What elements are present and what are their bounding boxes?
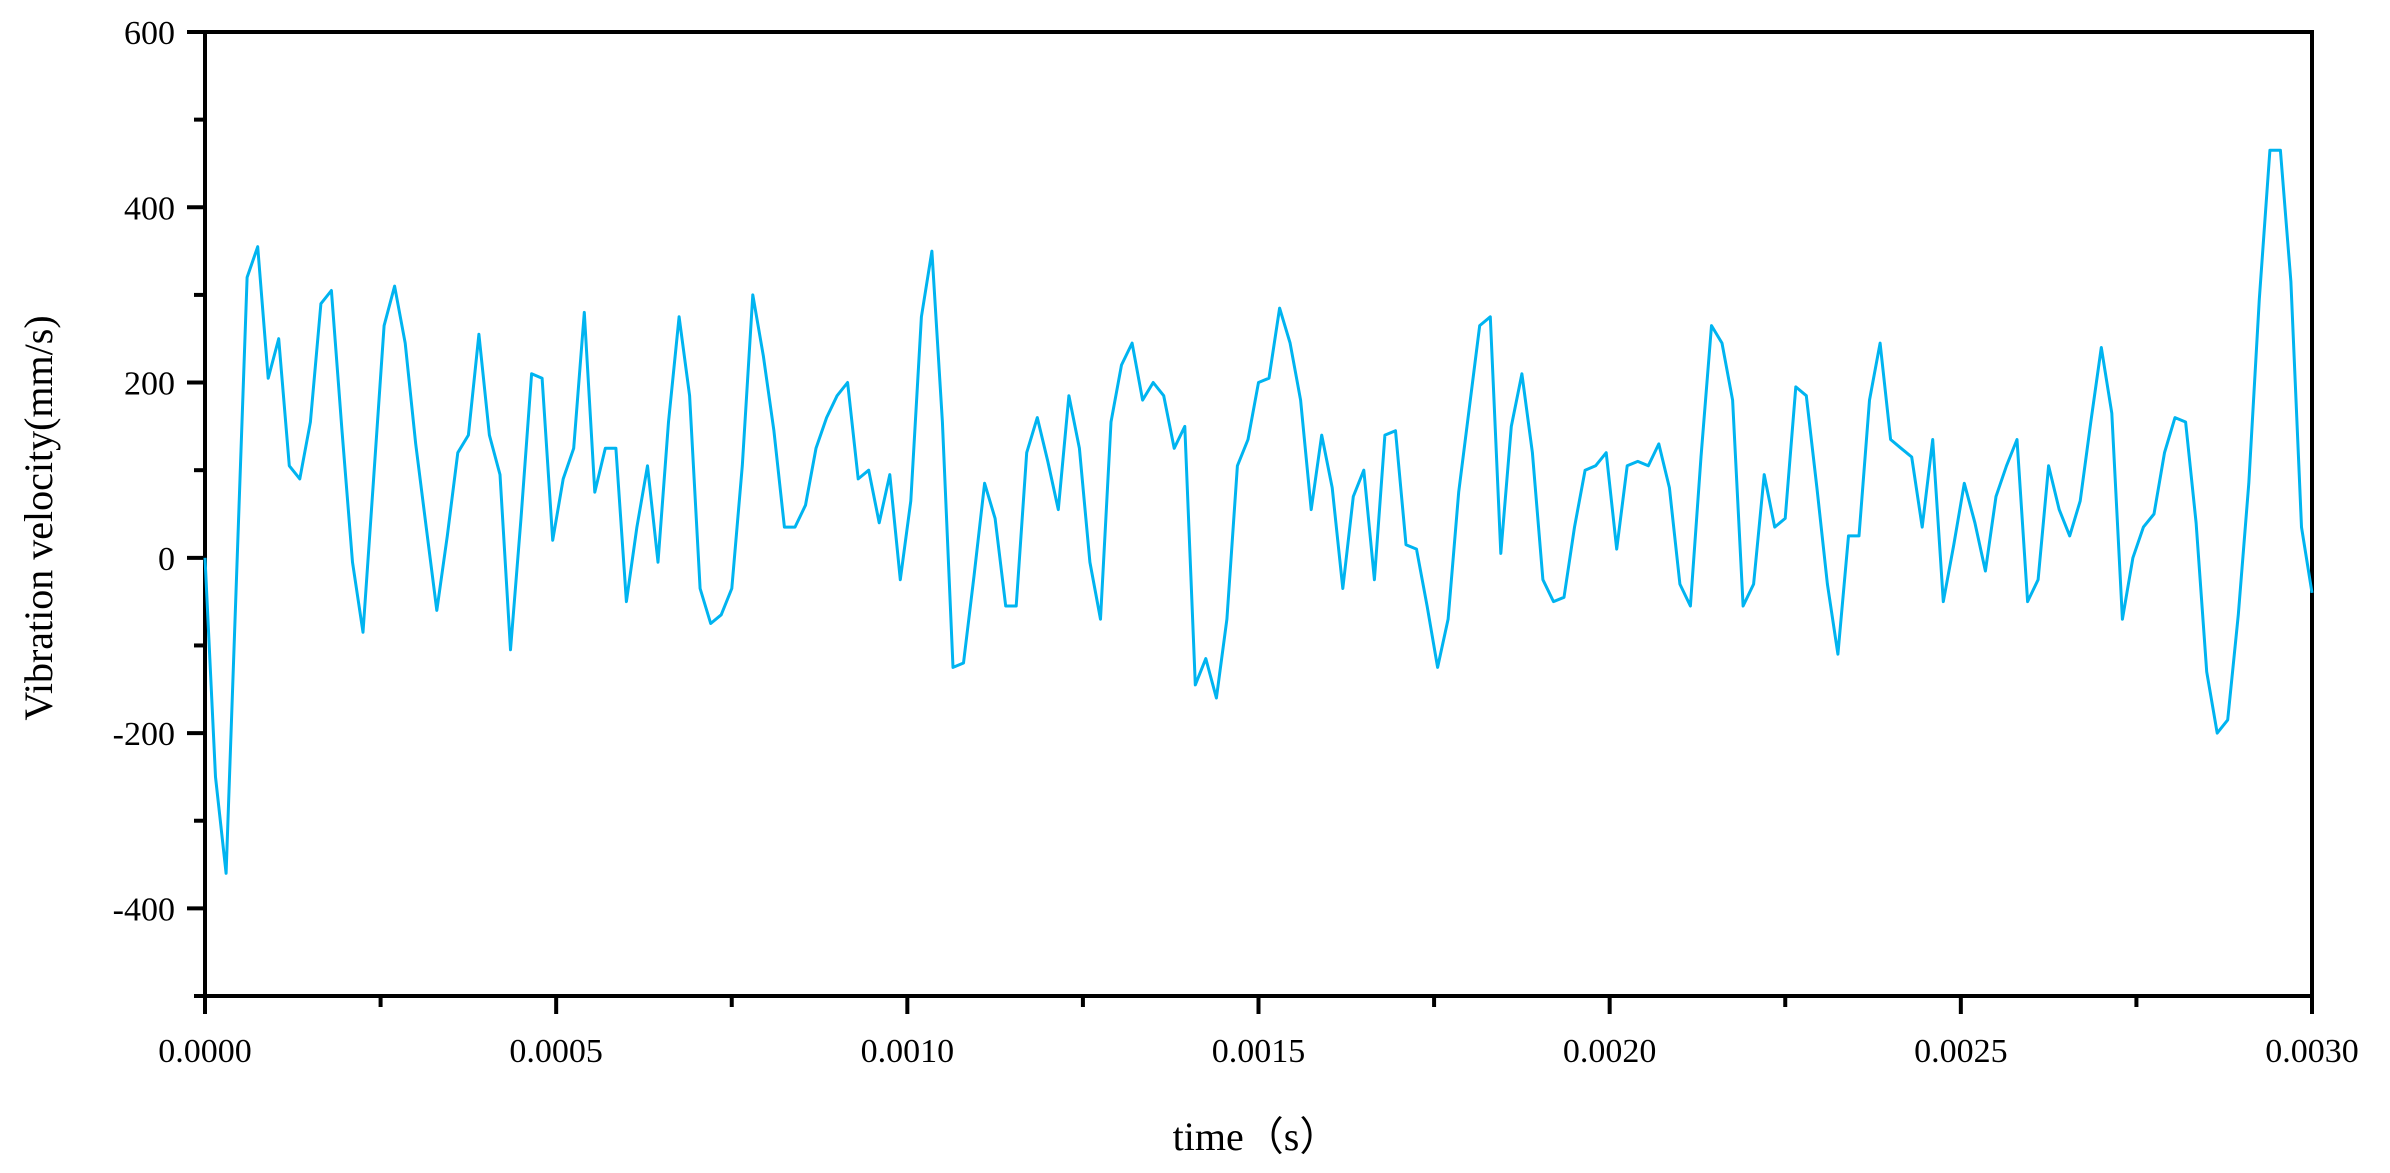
y-tick-label: 0	[158, 541, 175, 578]
y-tick-label: 600	[124, 15, 175, 52]
x-tick-label: 0.0005	[509, 1033, 603, 1070]
y-tick-label: -200	[113, 716, 175, 753]
x-tick-label: 0.0000	[158, 1033, 252, 1070]
x-tick-label: 0.0030	[2265, 1033, 2359, 1070]
x-tick-label: 0.0025	[1914, 1033, 2008, 1070]
x-axis-ticks	[203, 996, 2314, 1014]
series-layer	[203, 148, 2314, 875]
y-tick-label: 200	[124, 366, 175, 403]
x-axis-tick-labels: 0.0000 0.0005 0.0010 0.0015 0.0020 0.0025 0.00…	[158, 1033, 2359, 1070]
series-line	[203, 148, 2314, 875]
x-tick-label: 0.0010	[861, 1033, 955, 1070]
y-tick-label: -400	[113, 891, 175, 928]
x-tick-label: 0.0015	[1212, 1033, 1306, 1070]
y-tick-label: 400	[124, 190, 175, 227]
x-tick-label: 0.0020	[1563, 1033, 1657, 1070]
y-axis-tick-labels: -400 -200 0 200 400 600	[113, 15, 175, 928]
y-axis-ticks	[187, 30, 205, 998]
x-axis-title: time（s）	[1173, 1114, 1340, 1159]
y-axis-title: Vibration velocity(mm/s)	[16, 315, 61, 720]
